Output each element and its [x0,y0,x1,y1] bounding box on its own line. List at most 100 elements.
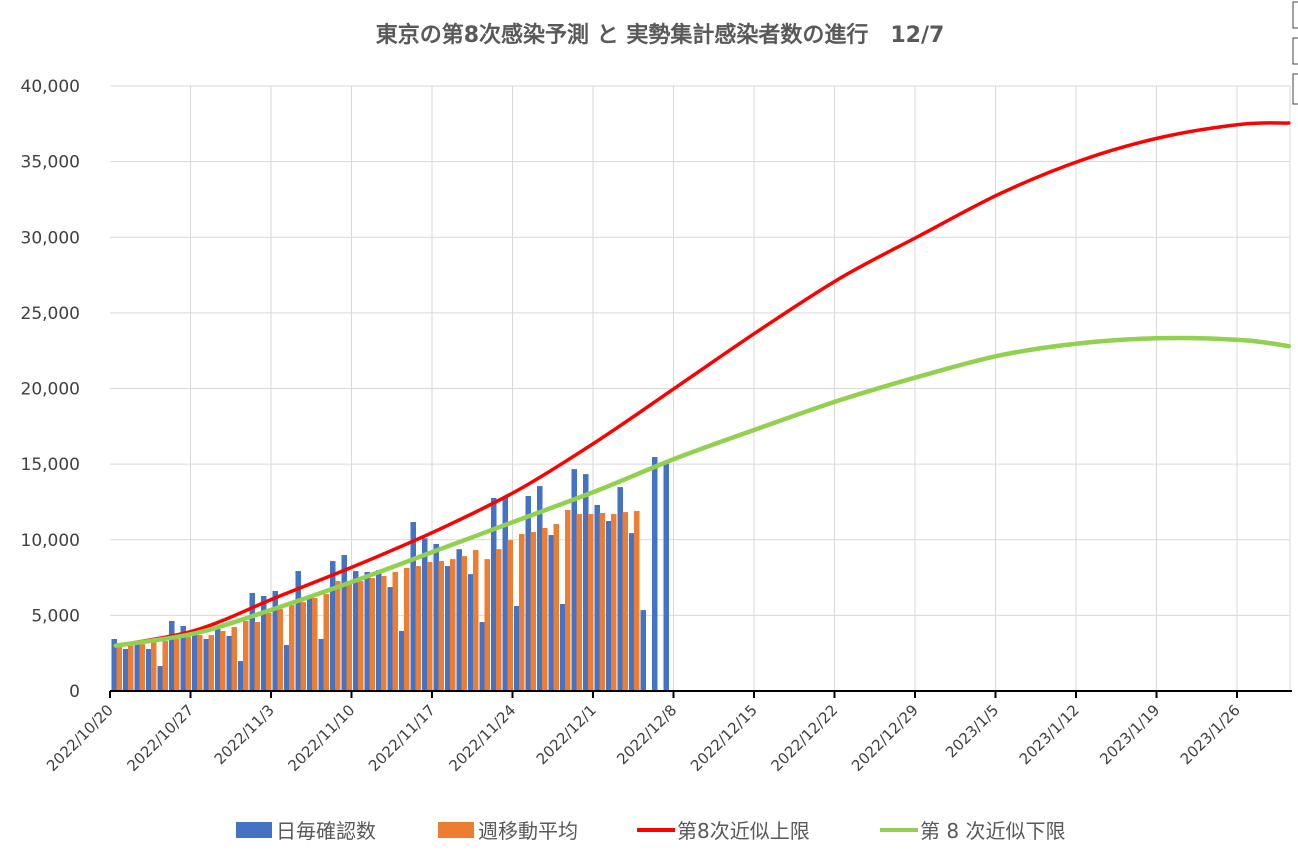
bar-daily [180,625,186,691]
bar-daily [399,630,405,691]
x-tick-label: 2022/12/8 [613,701,680,768]
bar-weekly [496,549,502,691]
bar-daily [249,592,255,691]
bar-daily [663,463,669,691]
bar-weekly [415,566,421,691]
bar-daily [548,535,554,691]
bar-weekly [231,627,237,691]
bar-weekly [588,514,594,691]
bar-weekly [369,578,375,691]
bar-daily [376,570,382,691]
bar-daily [203,638,209,691]
bar-daily [318,638,324,691]
bar-weekly [599,512,605,691]
line-lower-bound [113,335,1291,648]
edge-handles [1292,1,1298,105]
bar-weekly [312,597,318,691]
y-tick-label: 40,000 [21,77,80,97]
bar-daily [284,645,290,691]
bar-weekly [576,514,582,691]
bar-daily [215,628,221,691]
bar-weekly [277,609,283,691]
y-tick-label: 5,000 [31,606,80,626]
y-tick-label: 35,000 [21,153,80,173]
x-tick-label: 2022/12/1 [533,701,600,768]
bar-weekly [542,527,548,691]
bar-daily [330,561,336,691]
bar-daily [307,597,313,691]
bar-weekly [139,644,145,691]
bar-daily [353,571,359,691]
bar-daily [640,610,646,691]
bar-daily [525,496,531,691]
legend-label-lower: 第 8 次近似下限 [920,819,1065,843]
chart-handle[interactable] [1292,37,1298,65]
chart-handle[interactable] [1292,73,1298,105]
legend: 日毎確認数 週移動平均 第8次近似上限 第 8 次近似下限 [236,819,1065,843]
bar-weekly [346,581,352,691]
bar-weekly [611,514,617,691]
bar-daily [537,486,543,691]
y-tick-label: 0 [69,682,80,702]
x-tick-label: 2022/10/27 [123,701,197,775]
x-tick-label: 2022/11/3 [211,701,278,768]
bar-daily [226,635,232,691]
bar-weekly [289,605,295,691]
bar-weekly [128,645,134,691]
line-upper-bound [114,121,1291,648]
bar-daily [364,571,370,691]
legend-label-upper: 第8次近似上限 [677,819,810,843]
bar-weekly [300,602,306,691]
x-tick-label: 2022/11/17 [365,701,439,775]
x-tick-label: 2022/12/29 [848,701,922,775]
bar-daily [272,591,278,691]
bar-daily [157,666,163,691]
bar-weekly [162,641,168,691]
bar-weekly [208,635,214,691]
x-tick-label: 2023/1/5 [942,701,1002,761]
bar-weekly [381,576,387,691]
bar-daily [146,648,152,691]
chart-handle[interactable] [1292,1,1298,29]
bar-weekly [323,594,329,691]
bar-daily [169,620,175,691]
x-tick-label: 2023/1/19 [1096,701,1163,768]
bar-weekly [358,581,364,691]
x-tick-label: 2022/10/20 [43,701,117,775]
bar-daily [445,566,451,691]
bar-weekly [427,561,433,691]
legend-label-daily: 日毎確認数 [276,819,376,843]
bar-weekly [392,571,398,691]
y-tick-label: 10,000 [21,531,80,551]
gridlines [110,85,1291,691]
bar-weekly [220,630,226,691]
bar-weekly [243,620,249,691]
bar-weekly [553,524,559,691]
bar-daily [652,457,658,691]
bar-weekly [266,612,272,691]
bar-weekly [174,638,180,691]
bar-daily [111,638,117,691]
bar-weekly [461,556,467,691]
bar-daily [606,520,612,691]
bar-weekly [473,550,479,691]
y-tick-label: 25,000 [21,304,80,324]
bar-daily [134,641,140,691]
bar-weekly [484,559,490,691]
bar-weekly [622,512,628,691]
bar-daily [468,574,474,691]
y-tick-label: 30,000 [21,228,80,248]
bar-weekly [254,622,260,691]
bar-daily [617,487,623,691]
x-tick-label: 2023/1/12 [1016,701,1083,768]
bar-daily [341,555,347,691]
bar-daily [295,571,301,691]
legend-swatch-weekly [438,822,474,838]
bar-daily [514,605,520,691]
bar-weekly [438,561,444,691]
x-tick-label: 2022/11/24 [445,701,519,775]
bar-daily [410,522,416,691]
bar-daily [491,498,497,691]
chart-title: 東京の第8次感染予測 と 実勢集計感染者数の進行 12/7 [376,22,945,48]
